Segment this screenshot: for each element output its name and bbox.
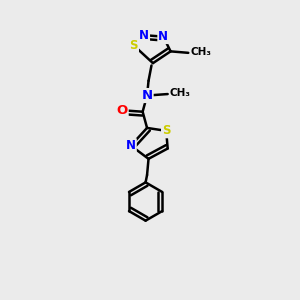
Text: O: O (116, 104, 128, 117)
Text: N: N (158, 30, 168, 43)
Text: S: S (130, 39, 138, 52)
Text: N: N (142, 89, 153, 102)
Text: N: N (126, 139, 136, 152)
Text: CH₃: CH₃ (190, 47, 211, 57)
Text: N: N (139, 29, 149, 42)
Text: CH₃: CH₃ (170, 88, 191, 98)
Text: S: S (162, 124, 170, 137)
